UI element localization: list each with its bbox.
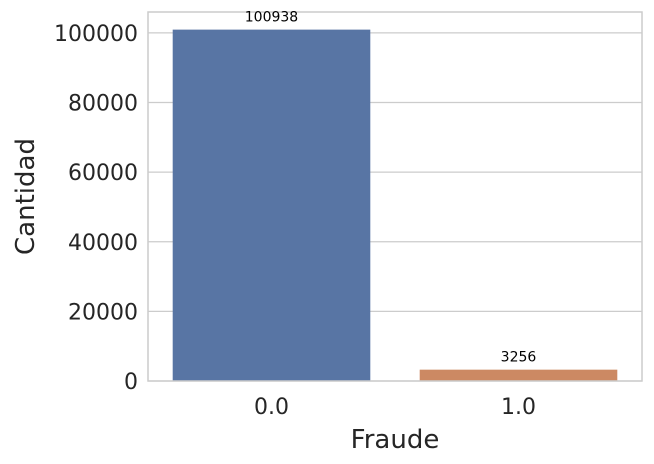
x-tick-label: 1.0 <box>501 395 536 420</box>
y-tick-label: 80000 <box>68 92 138 117</box>
data-label: 100938 <box>245 10 298 26</box>
y-tick-label: 60000 <box>68 161 138 186</box>
y-tick-label: 20000 <box>68 300 138 325</box>
y-axis-title: Cantidad <box>11 138 41 255</box>
bar <box>172 29 371 381</box>
x-tick-labels: 0.0 1.0 <box>254 395 536 420</box>
y-tick-label: 40000 <box>68 231 138 256</box>
y-tick-labels: 0 20000 40000 60000 80000 100000 <box>54 22 138 395</box>
plot-frame <box>147 11 643 382</box>
data-labels: 100938 3256 <box>245 10 537 366</box>
y-tick-label: 100000 <box>54 22 138 47</box>
x-axis-title: Fraude <box>351 425 440 455</box>
data-label: 3256 <box>501 350 537 366</box>
bar <box>419 369 618 381</box>
y-tick-label: 0 <box>124 370 138 395</box>
bars <box>172 29 618 381</box>
x-tick-label: 0.0 <box>254 395 289 420</box>
